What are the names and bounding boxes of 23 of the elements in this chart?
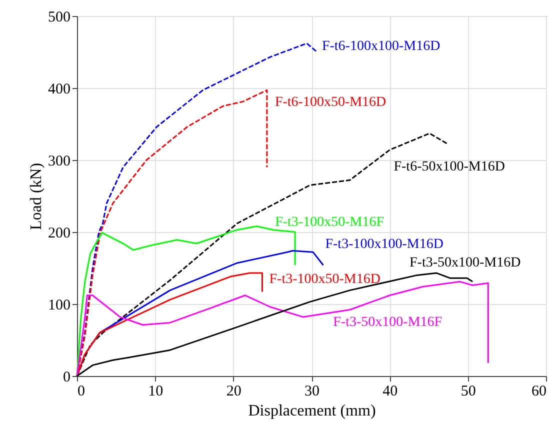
y-axis-title: Load (kN) (28, 162, 45, 230)
series-label: F-t3-50x100-M16F (333, 315, 442, 330)
x-tick-label: 0 (78, 384, 85, 400)
x-tick-label: 60 (532, 384, 546, 400)
x-tick-label: 50 (460, 384, 476, 400)
y-tick-label: 200 (48, 226, 70, 242)
series-label: F-t6-100x100-M16D (322, 39, 440, 54)
series-label: F-t6-50x100-M16D (394, 159, 505, 174)
y-tick-label: 500 (48, 10, 70, 26)
x-tick-label: 30 (304, 384, 320, 400)
y-tick-label: 0 (63, 370, 70, 386)
series-label: F-t3-100x100-M16D (325, 237, 444, 252)
series-label: F-t3-100x50-M16D (269, 272, 380, 287)
y-tick-label: 400 (48, 82, 70, 98)
series-label: F-t3-50x100-M16D (410, 256, 521, 271)
y-tick-label: 300 (48, 154, 70, 170)
series-label: F-t6-100x50-M16D (274, 95, 386, 110)
x-tick-label: 20 (226, 384, 242, 400)
y-tick-label: 100 (48, 298, 70, 314)
x-axis-title: Displacement (mm) (248, 402, 376, 420)
x-tick-label: 10 (148, 384, 164, 400)
x-tick-label: 40 (382, 384, 398, 400)
series-label: F-t3-100x50-M16F (275, 215, 384, 230)
